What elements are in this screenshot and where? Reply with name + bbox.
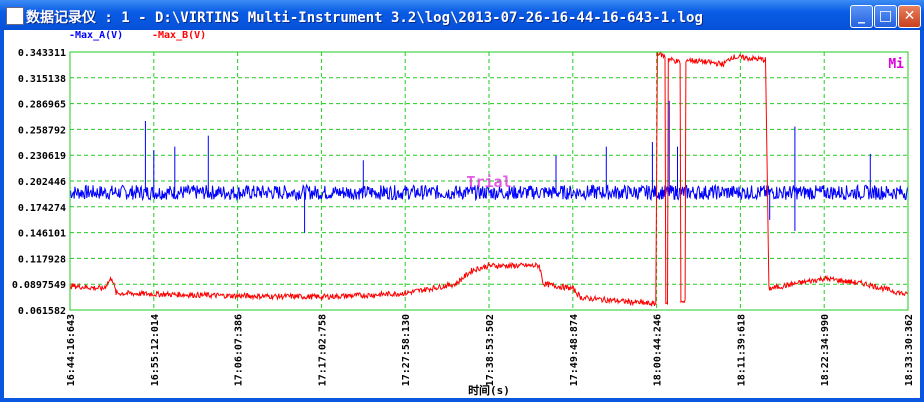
x-axis-label: 时间(s) [468,383,510,397]
y-tick-label: 0.174274 [18,203,66,214]
x-tick-label: 17:17:02:758 [317,314,328,386]
y-tick-label: 0.286965 [18,100,66,111]
mi-badge: Mi [888,57,904,72]
x-tick-label: 18:22:34:990 [820,314,831,386]
y-tick-label: 0.117928 [18,254,66,265]
x-tick-label: 18:00:44:246 [653,314,664,386]
x-tick-label: 18:33:30:362 [904,314,915,386]
x-tick-label: 17:27:58:130 [401,314,412,386]
y-tick-label: 0.202446 [18,177,66,188]
x-tick-label: 16:55:12:014 [150,314,161,386]
x-tick-label: 16:44:16:643 [66,314,77,386]
y-tick-label: 0.0897549 [12,280,66,291]
x-tick-label: 18:11:39:618 [736,314,747,386]
chart-area: -Max_A(V) -Max_B(V) 0.343311 0.315138 0.28… [4,30,920,398]
legend-max-b: -Max_B(V) [152,30,207,41]
line-chart[interactable]: 0.343311 0.315138 0.286965 0.258792 0.230619… [4,30,920,398]
y-tick-label: 0.230619 [18,151,66,162]
x-tick-label: 17:38:53:502 [485,314,496,386]
y-tick-label: 0.146101 [18,229,66,240]
series-max-b-line [69,51,908,307]
y-tick-label: 0.258792 [18,125,66,136]
plot-border [69,51,909,311]
x-tick-label: 17:06:07:386 [234,314,245,386]
series-max-a-line [69,100,909,233]
app-icon [6,7,24,25]
trial-watermark: Trial [466,173,511,191]
maximize-button[interactable]: □ [874,5,897,28]
legend-max-a: -Max_A(V) [69,30,124,41]
y-tick-label: 0.343311 [18,48,66,59]
window-title: 数据记录仪 : 1 - D:\VIRTINS Multi-Instrument … [26,10,703,26]
minimize-button[interactable]: _ [850,5,873,28]
close-button[interactable]: ✕ [898,5,921,28]
x-tick-label: 17:49:48:874 [569,314,580,386]
y-tick-label: 0.061582 [18,306,66,317]
y-tick-label: 0.315138 [18,74,66,85]
title-bar[interactable]: 数据记录仪 : 1 - D:\VIRTINS Multi-Instrument … [0,0,924,30]
